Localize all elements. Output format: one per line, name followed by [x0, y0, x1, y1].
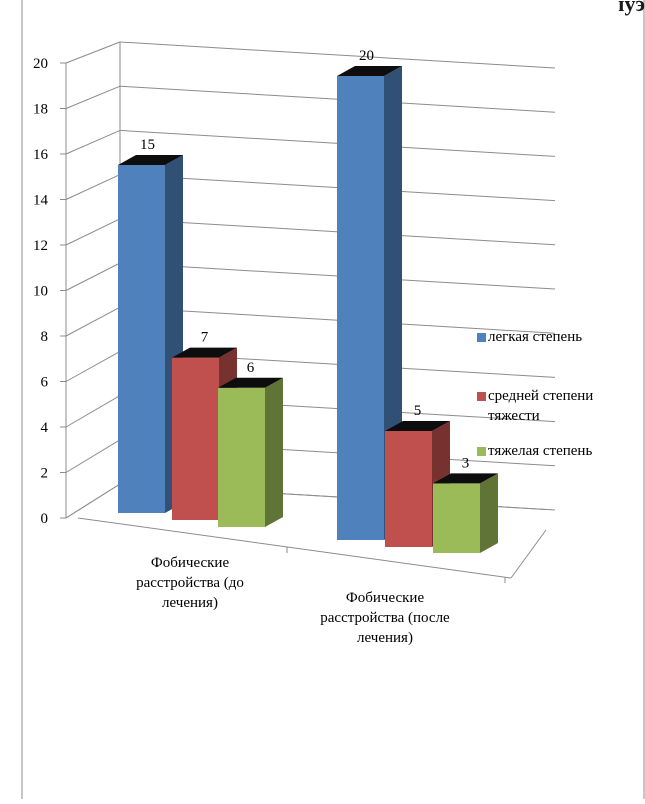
page-header-fragment: ɪуэ — [618, 0, 645, 16]
gridline-side — [65, 306, 121, 337]
bar-front-face — [172, 357, 219, 520]
y-tick-label: 4 — [41, 420, 49, 436]
data-labels: 15 7 6 20 5 3 — [140, 48, 469, 471]
bar-front-face — [218, 387, 265, 527]
bar-top-face — [172, 347, 237, 358]
legend-label-severe: тяжелая степень — [488, 443, 593, 459]
bar-top-face — [385, 421, 450, 431]
floor-right-edge — [510, 529, 547, 579]
gridline-side — [65, 174, 121, 200]
y-tick-label: 18 — [33, 102, 48, 118]
gridline-side — [65, 350, 121, 382]
gridline-side — [65, 262, 121, 291]
y-tick-label: 6 — [41, 375, 49, 391]
bar-top-face — [218, 377, 283, 388]
bar-value-label: 5 — [414, 403, 422, 419]
bar-front-face — [118, 165, 165, 513]
gridline-side — [65, 395, 121, 428]
bar-1-0 — [337, 66, 402, 540]
legend-swatch-severe — [477, 447, 486, 456]
y-tick-label: 2 — [41, 466, 49, 482]
y-tick-label: 0 — [41, 511, 49, 527]
y-tick-label: 8 — [41, 329, 49, 345]
x-axis-line — [77, 517, 512, 579]
bar-front-face — [385, 431, 432, 547]
y-tick-label: 10 — [33, 284, 48, 300]
bar-top-face — [118, 155, 183, 165]
bar-value-label: 20 — [359, 48, 374, 64]
y-tick-label: 20 — [33, 56, 48, 72]
bar-value-label: 3 — [462, 455, 470, 471]
legend-label-moderate: средней степени — [488, 388, 594, 404]
legend-swatch-light — [477, 333, 486, 342]
y-tick-label: 16 — [33, 147, 49, 163]
legend-swatch-moderate — [477, 392, 486, 401]
category-label-after: Фобические расстройства (после лечения) — [320, 590, 450, 646]
bar-top-face — [337, 66, 402, 76]
gridline-side — [65, 85, 121, 109]
y-tick-label: 14 — [33, 193, 49, 209]
gridline-back — [119, 41, 556, 69]
gridline-side — [65, 439, 121, 473]
legend-label-light: легкая степень — [488, 329, 583, 345]
legend-label-moderate-line2: тяжести — [488, 408, 540, 424]
bar-value-label: 6 — [247, 360, 255, 376]
bar-front-face — [433, 483, 480, 553]
bar-side-face — [384, 66, 402, 540]
bars — [118, 66, 498, 553]
bar-1-2 — [433, 473, 498, 553]
bar-side-face — [480, 473, 498, 553]
bar-side-face — [265, 377, 283, 527]
bar-front-face — [337, 76, 384, 540]
bar-top-face — [433, 473, 498, 484]
y-tick-label: 12 — [33, 238, 48, 254]
category-label-before: Фобические расстройства (до лечения) — [136, 555, 244, 611]
bar-value-label: 7 — [201, 330, 209, 346]
gridline-side — [65, 218, 121, 246]
bar-value-label: 15 — [140, 137, 155, 153]
gridline-side — [65, 41, 121, 64]
gridline-side — [65, 129, 121, 155]
bar-0-2 — [218, 377, 283, 527]
